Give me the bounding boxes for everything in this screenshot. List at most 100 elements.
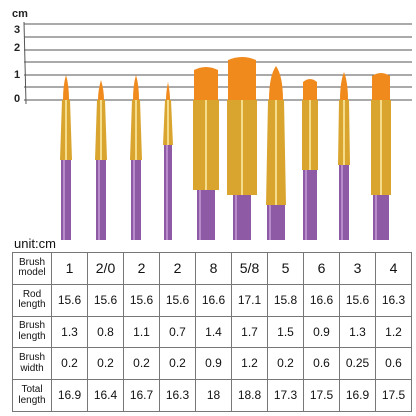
ferrule-shine [100,100,102,160]
handle [61,160,71,240]
handle-shine [375,195,377,240]
cell: 0.2 [267,347,304,381]
handle [96,160,106,240]
bristles [166,82,170,100]
cell: 16.6 [195,283,232,317]
cell: 0.25 [339,347,376,381]
bristles [98,80,104,100]
cell: 1 [51,252,88,285]
table-row: Brush length 1.3 0.8 1.1 0.7 1.4 1.7 1.5 0.9 1.3 1… [12,315,412,349]
row-header: Brush model [12,252,52,285]
cell: 17.3 [267,379,304,412]
cell: 5 [267,252,304,285]
cell: 2 [159,252,196,285]
ferrule-shine [135,100,137,160]
handle-shine [98,160,100,240]
cell: 15.6 [123,283,160,317]
table-row: Rod length 15.6 15.6 15.6 15.6 16.6 17.1 15.8 16… [12,283,412,317]
ruler-label: 0 [14,93,20,105]
cell: 0.9 [303,315,340,349]
cell: 16.3 [375,283,412,317]
ferrule-shine [380,100,382,195]
ferrule-shine [205,100,207,190]
cell: 16.6 [303,283,340,317]
spec-table: Brush model 1 2/0 2 2 8 5/8 5 6 3 4 Rod length 15.6 1… [12,252,412,412]
ferrule-shine [343,100,345,165]
row-header: Brush length [12,315,52,349]
cell: 18 [195,379,232,412]
cell: 2 [123,252,160,285]
bristles [372,73,390,100]
ferrule-shine [65,100,67,160]
handle [339,165,349,240]
cell: 16.3 [159,379,196,412]
illustration: cm 3 2 1 0 [12,8,412,240]
table-row: Total length 16.9 16.4 16.7 16.3 18 18.8 17.3 17… [12,379,412,412]
cell: 3 [339,252,376,285]
ruler-label: 1 [14,69,20,81]
row-header: Rod length [12,283,52,317]
handle-shine [269,205,271,240]
cell: 1.2 [231,347,268,381]
cell: 1.3 [51,315,88,349]
brushes [60,57,391,240]
ruler-unit: cm [12,8,28,20]
cell: 1.2 [375,315,412,349]
table-row: Brush model 1 2/0 2 2 8 5/8 5 6 3 4 [12,252,412,285]
bristles [228,57,256,100]
ferrule-shine [275,100,277,205]
cell: 16.9 [339,379,376,412]
handle-shine [199,190,201,240]
cell: 1.7 [231,315,268,349]
handle-shine [341,165,343,240]
handle-shine [133,160,135,240]
ruler-label: 2 [14,42,20,54]
handle-shine [63,160,65,240]
bristles [269,66,283,100]
cell: 15.6 [159,283,196,317]
cell: 1.1 [123,315,160,349]
bristles [340,72,348,100]
cell: 4 [375,252,412,285]
row-header: Total length [12,379,52,412]
cell: 18.8 [231,379,268,412]
bristles [303,79,317,100]
cell: 15.6 [51,283,88,317]
cell: 15.6 [87,283,124,317]
handle-shine [305,170,307,240]
cell: 0.6 [375,347,412,381]
ferrule-shine [241,100,243,195]
handle-shine [166,145,168,240]
handle-shine [235,195,237,240]
cell: 0.2 [51,347,88,381]
bristles [133,75,139,100]
bristles [63,75,69,100]
cell: 0.8 [87,315,124,349]
cell: 0.2 [159,347,196,381]
cell: 0.2 [123,347,160,381]
cell: 17.5 [303,379,340,412]
cell: 17.1 [231,283,268,317]
cell: 15.8 [267,283,304,317]
handle [233,195,251,240]
cell: 1.5 [267,315,304,349]
unit-label: unit:cm [14,236,56,251]
cell: 1.3 [339,315,376,349]
ferrule-shine [309,100,311,170]
ruler-label: 3 [14,24,20,36]
cell: 0.7 [159,315,196,349]
row-header: Brush width [12,347,52,381]
cell: 16.7 [123,379,160,412]
cell: 0.2 [87,347,124,381]
cell: 6 [303,252,340,285]
cell: 17.5 [375,379,412,412]
table-row: Brush width 0.2 0.2 0.2 0.2 0.9 1.2 0.2 0.6 0.25 0… [12,347,412,381]
ferrule-shine [167,100,169,145]
cell: 15.6 [339,283,376,317]
cell: 0.9 [195,347,232,381]
handle [197,190,215,240]
handle [267,205,285,240]
cell: 8 [195,252,232,285]
cell: 5/8 [231,252,268,285]
